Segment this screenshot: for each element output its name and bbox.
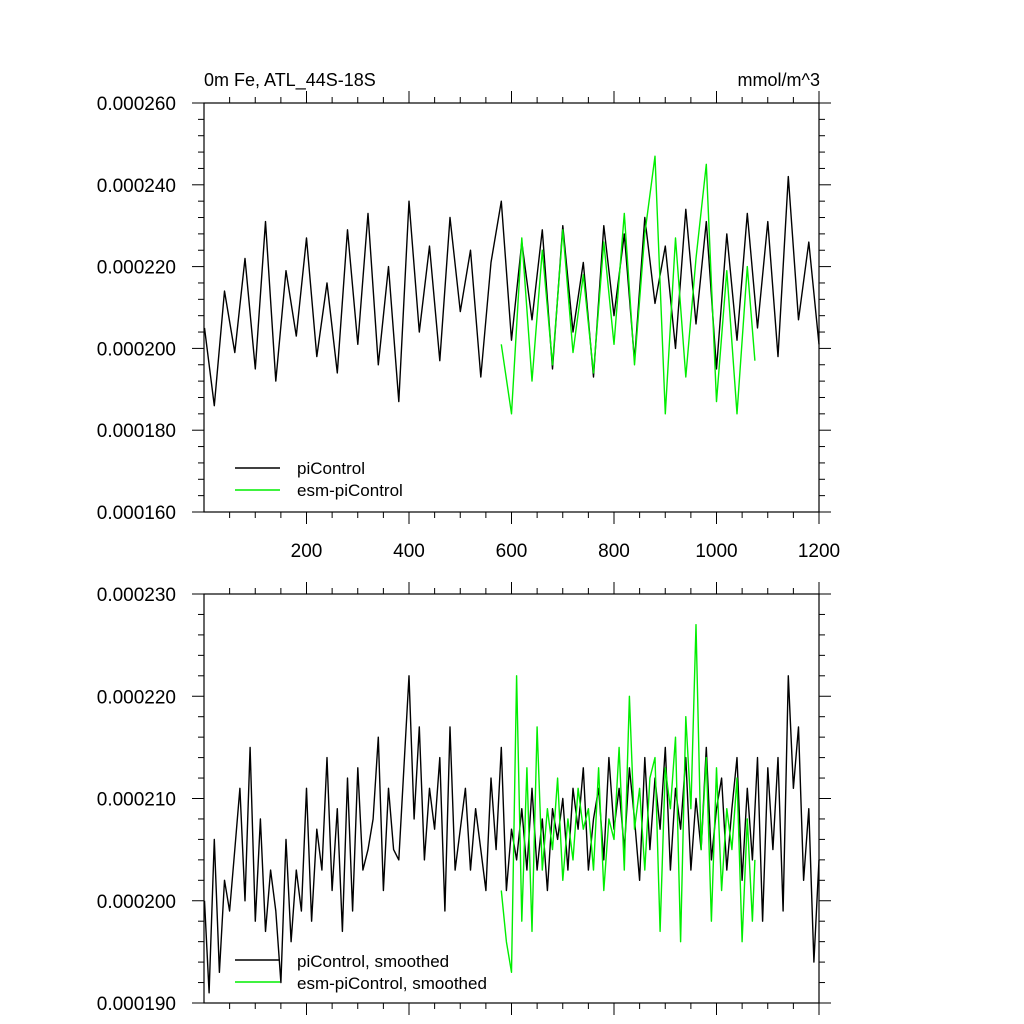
bottom-ticks xyxy=(192,582,831,1015)
top-series xyxy=(203,155,820,415)
bottom-panel: 0.000190 0.000200 0.000210 0.000220 0.000230… xyxy=(97,582,831,1015)
top-y-tick-label: 0.000200 xyxy=(97,339,176,360)
top-x-tick-label: 600 xyxy=(496,541,528,562)
bottom-y-tick-label: 0.000210 xyxy=(97,790,176,811)
top-chart-title: 0m Fe, ATL_44S-18S xyxy=(204,70,376,91)
bottom-legend: piControl, smoothed esm-piControl, smoot… xyxy=(235,952,487,993)
bottom-y-tick-label: 0.000230 xyxy=(97,585,176,606)
top-x-tick-label: 200 xyxy=(291,541,323,562)
top-chart-units: mmol/m^3 xyxy=(738,70,820,90)
top-legend: piControl esm-piControl xyxy=(235,459,403,500)
top-legend-label-1: esm-piControl xyxy=(297,481,403,500)
top-y-tick-label: 0.000180 xyxy=(97,421,176,442)
bottom-y-tick-label: 0.000220 xyxy=(97,687,176,708)
top-series-line-0 xyxy=(203,175,820,407)
top-x-tick-label: 800 xyxy=(598,541,630,562)
bottom-series-line-1 xyxy=(500,624,756,973)
top-y-tick-label: 0.000260 xyxy=(97,94,176,115)
bottom-legend-label-1: esm-piControl, smoothed xyxy=(297,974,487,993)
bottom-y-tick-labels: 0.000190 0.000200 0.000210 0.000220 0.000230 xyxy=(97,585,176,1015)
bottom-series-line-0 xyxy=(203,675,820,994)
top-ticks xyxy=(192,91,831,524)
top-x-tick-labels: 200 400 600 800 1000 1200 xyxy=(291,541,840,562)
top-x-tick-label: 1200 xyxy=(798,541,840,562)
top-y-tick-label: 0.000240 xyxy=(97,176,176,197)
top-y-tick-labels: 0.000160 0.000180 0.000200 0.000220 0.000240… xyxy=(97,94,176,524)
bottom-y-tick-label: 0.000200 xyxy=(97,892,176,913)
top-panel: 0.000160 0.000180 0.000200 0.000220 0.000240… xyxy=(97,70,840,562)
bottom-y-tick-label: 0.000190 xyxy=(97,994,176,1015)
top-x-tick-label: 1000 xyxy=(695,541,737,562)
bottom-legend-label-0: piControl, smoothed xyxy=(297,952,449,971)
top-plot-frame xyxy=(203,102,820,513)
top-y-tick-label: 0.000160 xyxy=(97,503,176,524)
top-y-tick-label: 0.000220 xyxy=(97,258,176,279)
bottom-series xyxy=(203,624,820,994)
top-x-tick-label: 400 xyxy=(393,541,425,562)
bottom-plot-frame xyxy=(203,593,820,1004)
top-legend-label-0: piControl xyxy=(297,459,365,478)
top-series-line-1 xyxy=(500,155,756,415)
